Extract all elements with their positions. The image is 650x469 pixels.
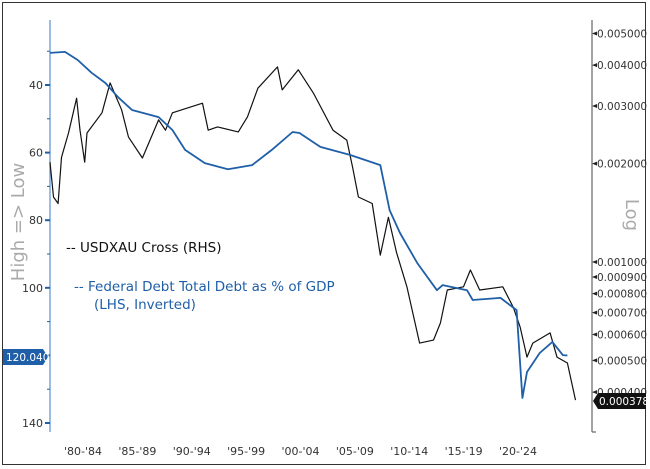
right-tick (592, 332, 597, 337)
right-tick-label: 0.000800 (597, 289, 647, 301)
legend-federal-debt-line1: -- Federal Debt Total Debt as % of GDP (74, 279, 335, 295)
right-tick (592, 390, 597, 395)
right-last-value-text: 0.000378 (599, 396, 649, 408)
right-axis: 0.005000 0.004000 0.003000 0.002000 0.001000… (591, 20, 647, 433)
left-last-value-text: 120.040 (6, 352, 49, 364)
federal-debt-line (49, 51, 568, 399)
right-tick (592, 358, 597, 363)
right-tick (592, 161, 597, 166)
x-tick-label: '90-'94 (173, 445, 211, 458)
x-tick-label: '00-'04 (281, 445, 319, 458)
x-tick-label: '15-'19 (445, 445, 483, 458)
left-tick-label: 40 (29, 79, 43, 92)
right-axis-title: Log (621, 199, 642, 231)
right-last-value-badge (593, 393, 646, 409)
x-tick-label: '10-'14 (390, 445, 428, 458)
legend-federal-debt-line2: (LHS, Inverted) (94, 297, 196, 313)
right-tick (592, 274, 597, 279)
legend-federal-debt: -- Federal Debt Total Debt as % of GDP (… (74, 278, 335, 314)
left-tick-label: 100 (22, 282, 43, 295)
x-axis: '80-'84 '85-'89 '90-'94 '95-'99 '00-'04 '05-'… (64, 445, 537, 458)
right-tick (592, 291, 597, 296)
right-tick (592, 260, 597, 264)
legend: -- USDXAU Cross (RHS) (66, 239, 221, 257)
right-tick (592, 103, 597, 108)
right-tick (592, 63, 597, 68)
left-axis-title: High => Low (8, 163, 29, 281)
x-tick-label: '05-'09 (336, 445, 374, 458)
x-tick-label: '20-'24 (499, 445, 537, 458)
right-tick-label: 0.000500 (597, 355, 647, 367)
right-tick-label: 0.002000 (597, 159, 647, 171)
left-tick-label: 60 (29, 147, 43, 160)
right-tick (592, 31, 597, 36)
left-axis: 40 60 80 100 140 (22, 20, 51, 432)
series-layer (49, 51, 577, 401)
legend-usdxau: -- USDXAU Cross (RHS) (66, 240, 222, 256)
right-tick-label: 0.000700 (597, 308, 647, 320)
right-tick-label: 0.004000 (597, 60, 647, 72)
right-tick-label: 0.005000 (597, 28, 647, 40)
right-tick-label: 0.000900 (597, 272, 647, 284)
last-value-badges: 120.040 0.000378 (3, 349, 649, 409)
x-tick-label: '80-'84 (64, 445, 102, 458)
left-tick-label: 140 (22, 417, 43, 430)
left-tick-label: 80 (29, 214, 43, 227)
usdxau-line (49, 66, 577, 401)
left-last-value-badge (3, 349, 48, 365)
chart-frame (2, 2, 646, 465)
x-tick-label: '85-'89 (118, 445, 156, 458)
right-tick-label: 0.001000 (597, 257, 647, 269)
right-tick (592, 310, 597, 315)
right-tick-label: 0.000600 (597, 330, 647, 342)
x-tick-label: '95-'99 (227, 445, 265, 458)
right-tick-label: 0.003000 (597, 101, 647, 113)
